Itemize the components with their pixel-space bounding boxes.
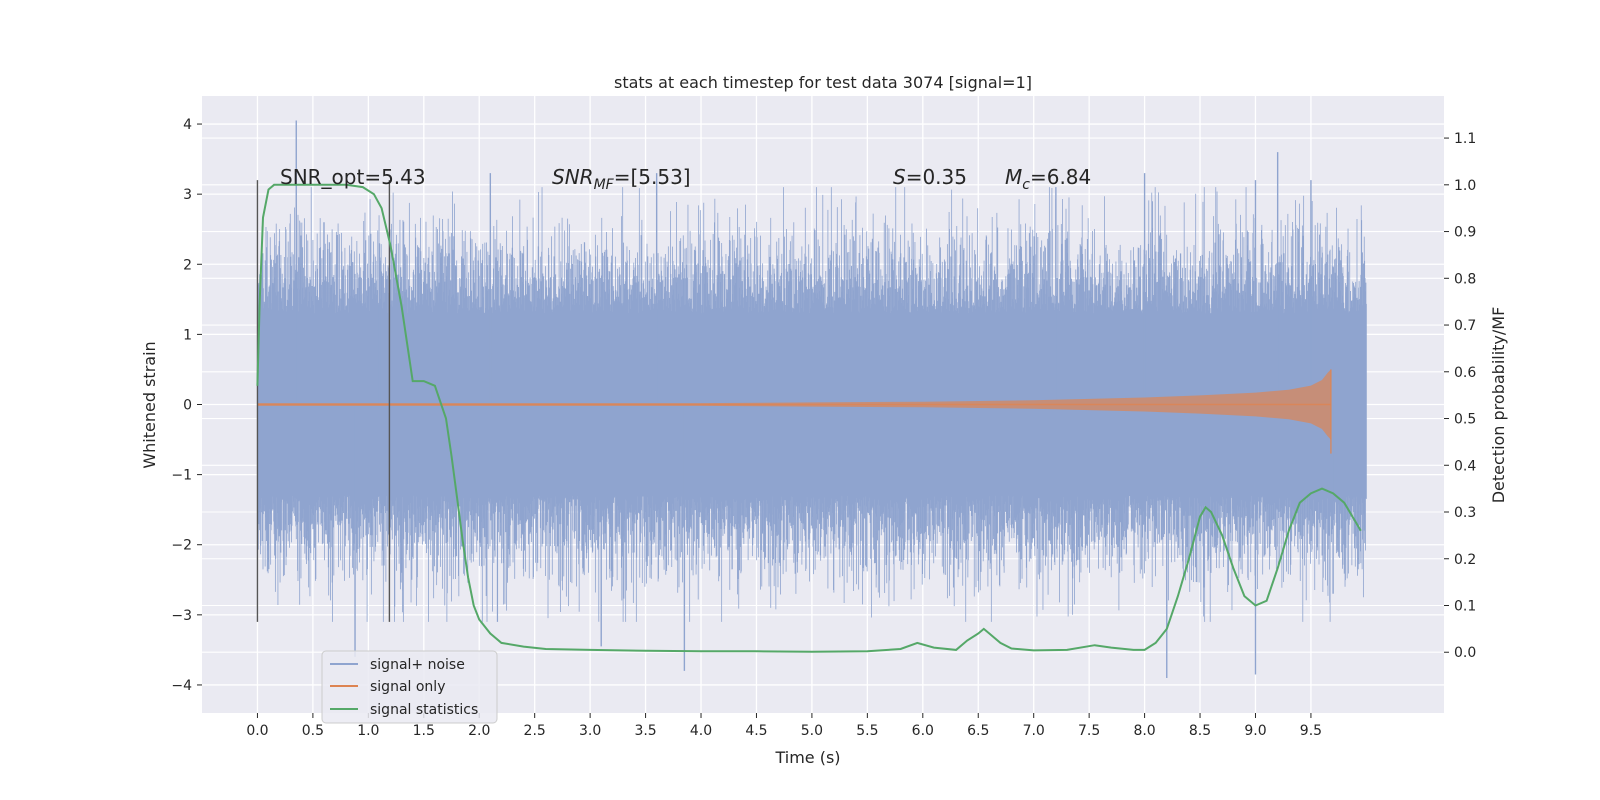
x-tick-label: 7.5 <box>1078 723 1100 739</box>
annotation-snr-opt: SNR_opt=5.43 <box>280 165 426 189</box>
x-tick-label: 6.0 <box>912 723 934 739</box>
x-tick-label: 2.0 <box>468 723 490 739</box>
x-tick-label: 5.5 <box>856 723 878 739</box>
y2-tick-label: 0.1 <box>1454 598 1476 614</box>
y2-tick-label: 0.9 <box>1454 225 1476 241</box>
x-tick-label: 3.5 <box>634 723 656 739</box>
mc-sub: c <box>1022 177 1030 193</box>
y2-tick-label: 0.0 <box>1454 645 1476 661</box>
x-tick-label: 0.5 <box>302 723 324 739</box>
x-tick-label: 4.0 <box>690 723 712 739</box>
x-tick-label: 3.0 <box>579 723 601 739</box>
legend-label-signal-statistics: signal statistics <box>370 702 478 718</box>
snr-mf-value: =[5.53] <box>614 165 691 189</box>
x-tick-label: 1.0 <box>357 723 379 739</box>
x-tick-label: 5.0 <box>801 723 823 739</box>
mc-symbol: M <box>1005 165 1022 189</box>
x-tick-label: 1.5 <box>413 723 435 739</box>
y2-tick-label: 0.4 <box>1454 458 1476 474</box>
snr-mf-base: SNR <box>552 165 594 189</box>
annotation-mc: Mc=6.84 <box>1005 165 1091 193</box>
snr-mf-sub: MF <box>594 177 615 193</box>
x-tick-label: 8.5 <box>1189 723 1211 739</box>
x-tick-label: 9.0 <box>1244 723 1266 739</box>
y-tick-label: −1 <box>171 468 192 484</box>
y2-tick-label: 0.7 <box>1454 318 1476 334</box>
s-value: =0.35 <box>906 165 967 189</box>
annotation-snr-mf: SNRMF=[5.53] <box>552 165 691 193</box>
legend-label-signal-only: signal only <box>370 679 445 695</box>
x-tick-label: 6.5 <box>967 723 989 739</box>
x-tick-label: 9.5 <box>1300 723 1322 739</box>
y-tick-label: −2 <box>171 538 192 554</box>
x-axis-ticks: 0.0 0.5 1.0 1.5 2.0 2.5 3.0 3.5 4.0 4.5 5.0 5.5 6.0 6… <box>246 713 1322 739</box>
x-tick-label: 0.0 <box>246 723 268 739</box>
y2-tick-label: 0.5 <box>1454 412 1476 428</box>
y2-tick-label: 1.0 <box>1454 178 1476 194</box>
y2-tick-label: 0.3 <box>1454 505 1476 521</box>
x-axis-label: Time (s) <box>774 748 840 767</box>
left-axis-ticks: 4 3 2 1 0 −1 −2 −3 −4 <box>171 117 202 694</box>
y-tick-label: 4 <box>183 117 192 133</box>
legend: signal+ noise signal only signal statist… <box>321 650 498 724</box>
x-tick-label: 4.5 <box>745 723 767 739</box>
legend-label-signal-noise: signal+ noise <box>370 657 465 673</box>
y2-tick-label: 0.8 <box>1454 271 1476 287</box>
s-symbol: S <box>893 165 906 189</box>
mc-value: =6.84 <box>1030 165 1091 189</box>
y2-axis-label: Detection probability/MF <box>1489 307 1508 504</box>
x-tick-label: 2.5 <box>524 723 546 739</box>
signal-statistics-trace <box>256 183 1362 653</box>
signal-only-trace <box>257 369 1332 454</box>
y-tick-label: −4 <box>171 678 192 694</box>
y-tick-label: 3 <box>183 187 192 203</box>
y-axis-label: Whitened strain <box>140 341 159 468</box>
statistics-line <box>256 183 1362 653</box>
y-tick-label: 0 <box>183 398 192 414</box>
vertical-markers <box>256 180 391 622</box>
y2-tick-label: 0.2 <box>1454 552 1476 568</box>
right-axis-ticks: 1.1 1.0 0.9 0.8 0.7 0.6 0.5 0.4 0.3 0.2 0.1 0.0 <box>1444 131 1476 661</box>
annotation-s: S=0.35 <box>893 165 967 189</box>
y-tick-label: 1 <box>183 327 192 343</box>
x-tick-label: 7.0 <box>1023 723 1045 739</box>
y-tick-label: −3 <box>171 608 192 624</box>
y2-tick-label: 0.6 <box>1454 365 1476 381</box>
legend-box <box>321 650 498 724</box>
x-tick-label: 8.0 <box>1133 723 1155 739</box>
y2-tick-label: 1.1 <box>1454 131 1476 147</box>
y-tick-label: 2 <box>183 257 192 273</box>
chart-title: stats at each timestep for test data 307… <box>614 73 1032 92</box>
